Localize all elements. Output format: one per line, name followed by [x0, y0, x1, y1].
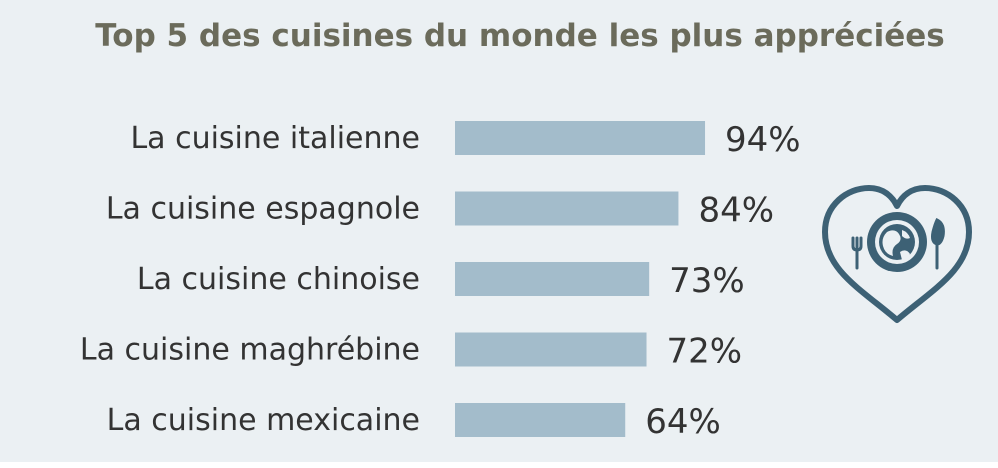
value-label: 84%	[698, 191, 774, 231]
value-label: 94%	[725, 120, 801, 160]
bar	[455, 262, 650, 296]
value-label: 64%	[645, 402, 721, 442]
value-label: 73%	[669, 261, 745, 301]
bar	[455, 332, 647, 367]
bar	[455, 191, 679, 226]
category-label: La cuisine chinoise	[137, 262, 420, 297]
category-label: La cuisine mexicaine	[107, 403, 420, 438]
bar	[455, 121, 706, 155]
chart-title: Top 5 des cuisines du monde les plus app…	[95, 18, 945, 54]
category-label: La cuisine espagnole	[106, 192, 420, 227]
bar	[455, 403, 626, 437]
category-label: La cuisine italienne	[130, 121, 420, 156]
bottom-divider	[0, 462, 998, 468]
heart-globe-icon	[822, 185, 972, 323]
category-label: La cuisine maghrébine	[80, 333, 420, 368]
value-label: 72%	[667, 332, 743, 372]
